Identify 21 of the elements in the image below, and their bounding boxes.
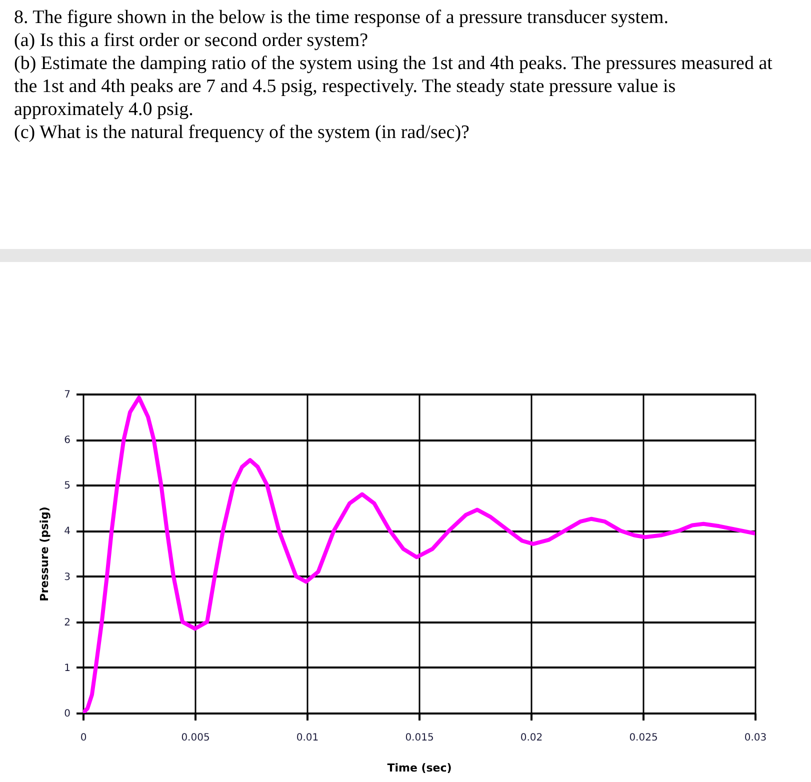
x-tick-label: 0.02: [520, 732, 543, 744]
x-tick-label: 0.005: [181, 732, 210, 744]
y-tick-label: 6: [64, 435, 70, 446]
x-tick-label: 0.03: [744, 732, 767, 744]
y-tick-label: 2: [64, 617, 70, 628]
x-tick-label: 0.01: [296, 732, 319, 744]
text: (b) Estimate the damping ratio of the system using the 1st and 4th peaks. The pressures measured at the 1st and 4th peaks are 7 and 4.5 psig, respectively. The steady state pressure value is approximately 4.0 psig.: [14, 52, 774, 121]
x-axis-title: Time (sec): [387, 762, 452, 774]
y-tick-label: 7: [64, 390, 70, 400]
x-tick-label: 0.015: [405, 732, 434, 744]
y-tick-label: 5: [64, 480, 70, 492]
y-axis-title: Pressure (psig): [38, 506, 52, 602]
y-tick-label: 3: [64, 572, 70, 583]
y-tick-label: 4: [64, 526, 70, 538]
text: (c) What is the natural frequency of the system (in rad/sec)?: [14, 121, 470, 144]
x-tick-label: 0: [80, 732, 87, 744]
text: (a) Is this a first order or second order system?: [14, 29, 370, 52]
x-tick-label: 0.025: [629, 732, 658, 744]
y-tick-label: 1: [64, 662, 70, 674]
chart-title: 8. The figure shown in the below is the time response of a pressure transducer system.: [14, 6, 670, 29]
y-tick-label: 0: [64, 708, 70, 720]
